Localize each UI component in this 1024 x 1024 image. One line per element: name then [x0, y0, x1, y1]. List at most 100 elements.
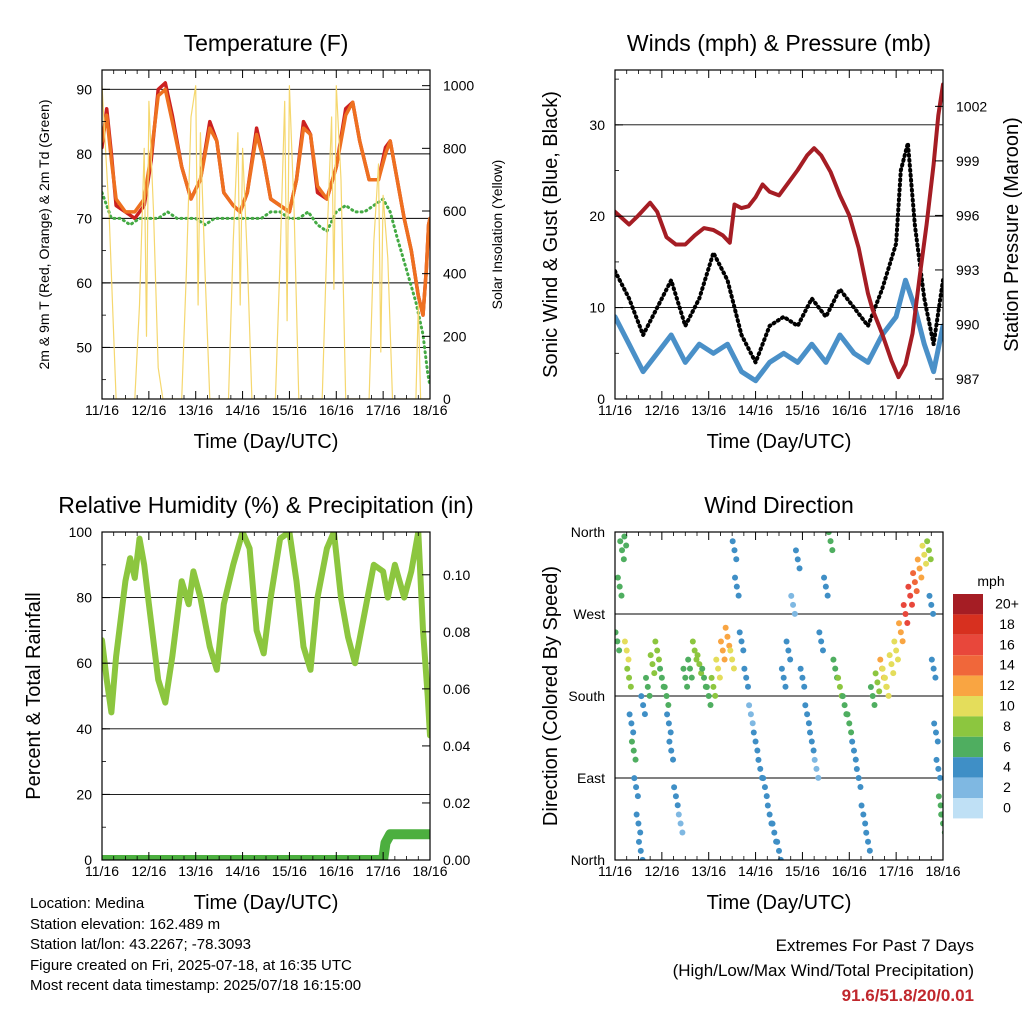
direction-point	[628, 738, 635, 745]
x-tick-label: 14/16	[225, 402, 260, 418]
chart-title: Wind Direction	[704, 492, 854, 518]
direction-point	[747, 711, 754, 718]
direction-point	[649, 661, 656, 668]
x-tick-label: 18/16	[925, 402, 960, 418]
direction-point	[783, 638, 790, 645]
direction-point	[677, 820, 684, 827]
direction-point	[927, 556, 934, 563]
x-tick-label: 15/16	[785, 863, 820, 879]
series-total-rainfall	[102, 829, 430, 860]
direction-point	[708, 674, 715, 681]
direction-point	[890, 670, 897, 677]
x-tick-label: 14/16	[225, 863, 260, 879]
extremes-block: Extremes For Past 7 Days (High/Low/Max W…	[673, 933, 974, 1008]
direction-point	[761, 784, 768, 791]
direction-point	[858, 802, 865, 809]
direction-point	[620, 525, 626, 531]
direction-point	[732, 574, 739, 581]
x-tick-label: 12/16	[644, 863, 679, 879]
direction-point	[705, 693, 712, 699]
y-tick-label: North	[571, 852, 605, 868]
y-tick-label: 50	[76, 339, 92, 355]
direction-point	[667, 729, 674, 736]
direction-point	[665, 702, 672, 708]
direction-point	[666, 738, 673, 745]
direction-point	[670, 756, 677, 763]
direction-point	[893, 647, 900, 654]
y2-tick-label: 996	[956, 207, 980, 223]
direction-point	[691, 647, 698, 654]
direction-point	[821, 574, 828, 581]
direction-point	[855, 775, 862, 781]
direction-point	[680, 665, 687, 672]
direction-point	[778, 665, 785, 672]
direction-point	[733, 583, 740, 590]
y2-tick-label: 0.00	[443, 852, 470, 868]
direction-point	[623, 542, 630, 549]
direction-point	[916, 565, 923, 572]
colorbar-swatch	[953, 655, 983, 676]
direction-point	[615, 574, 621, 581]
direction-point	[727, 647, 734, 654]
direction-point	[701, 674, 708, 681]
y-tick-label: South	[568, 688, 605, 704]
direction-point	[797, 665, 804, 672]
x-tick-label: 15/16	[272, 863, 307, 879]
plot-area	[102, 81, 430, 399]
direction-point	[620, 556, 627, 563]
direction-point	[651, 670, 658, 677]
direction-point	[899, 638, 906, 645]
direction-point	[832, 665, 839, 672]
x-tick-label: 16/16	[832, 402, 867, 418]
direction-point	[752, 738, 759, 745]
colorbar-swatch	[953, 716, 983, 737]
direction-point	[735, 592, 742, 599]
direction-point	[763, 793, 770, 800]
x-tick-label: 16/16	[832, 863, 867, 879]
direction-point	[726, 642, 733, 649]
direction-point	[935, 793, 942, 800]
direction-point	[860, 811, 867, 818]
plot-frame	[101, 531, 431, 861]
chart-title: Relative Humidity (%) & Precipitation (i…	[58, 492, 473, 518]
direction-point	[632, 756, 639, 763]
station-info: Location: Medina Station elevation: 162.…	[30, 894, 361, 997]
x-tick-label: 12/16	[131, 863, 166, 879]
direction-point	[788, 592, 795, 599]
direction-point	[877, 656, 884, 663]
direction-point	[625, 656, 632, 663]
direction-point	[712, 692, 719, 699]
direction-point	[822, 583, 829, 590]
direction-point	[865, 838, 872, 845]
direction-point	[867, 684, 874, 690]
x-tick-label: 15/16	[785, 402, 820, 418]
direction-point	[928, 656, 935, 663]
direction-point	[729, 538, 736, 545]
direction-point	[750, 729, 757, 736]
direction-point	[937, 774, 943, 781]
x-tick-label: 17/16	[879, 402, 914, 418]
direction-point	[846, 720, 853, 727]
direction-point	[672, 793, 679, 800]
direction-point	[811, 756, 818, 763]
direction-point	[745, 683, 751, 690]
y-axis-label: Sonic Wind & Gust (Blue, Black)	[540, 91, 562, 378]
direction-point	[886, 652, 893, 659]
direction-point	[849, 738, 856, 745]
direction-point	[663, 693, 670, 699]
x-axis-label: Time (Day/UTC)	[707, 431, 852, 453]
y-tick-label: 60	[76, 275, 92, 291]
direction-point	[919, 542, 926, 549]
x-tick-label: 15/16	[272, 402, 307, 418]
series-relative-humidity	[102, 532, 430, 739]
direction-point	[675, 811, 682, 818]
plot-area	[615, 525, 943, 860]
y2-tick-label: 0.04	[443, 738, 470, 754]
y-tick-label: 80	[76, 146, 92, 162]
extremes-values: 91.6/51.8/20/0.01	[841, 986, 974, 1005]
direction-point	[657, 665, 664, 672]
direction-point	[628, 720, 635, 727]
y2-tick-label: 800	[443, 140, 467, 156]
direction-point	[646, 692, 653, 699]
